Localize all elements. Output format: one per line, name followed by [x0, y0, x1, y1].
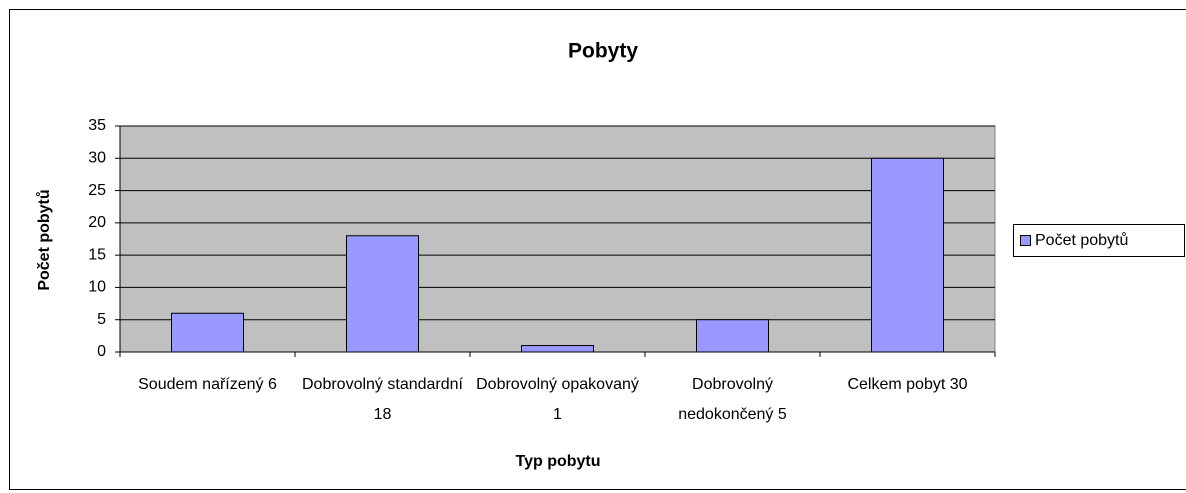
- x-tick-label: Soudem nařízený 6: [138, 376, 277, 393]
- legend-label: Počet pobytů: [1035, 231, 1128, 249]
- y-tick-label: 25: [88, 182, 106, 199]
- bar: [171, 312, 244, 353]
- bar: [346, 235, 419, 353]
- y-tick-label: 20: [88, 214, 106, 231]
- y-axis-title: Počet pobytů: [36, 189, 53, 290]
- x-tick-label: Dobrovolný nedokončený 5: [678, 376, 787, 423]
- y-tick-label: 10: [88, 279, 106, 296]
- chart-title: Pobyty: [568, 40, 638, 63]
- x-tick-label: Celkem pobyt 30: [847, 376, 968, 393]
- x-tick-label: Dobrovolný standardní 18: [302, 376, 463, 423]
- y-tick-label: 30: [88, 150, 106, 167]
- x-axis-title: Typ pobytu: [515, 453, 600, 470]
- bar: [871, 157, 944, 353]
- plot-area: [119, 125, 996, 353]
- y-tick-label: 15: [88, 246, 106, 263]
- x-tick-label: Dobrovolný opakovaný 1: [476, 376, 639, 423]
- bar: [696, 319, 769, 353]
- y-tick-label: 35: [88, 117, 106, 134]
- y-tick-label: 5: [97, 311, 106, 328]
- bar: [521, 345, 594, 353]
- y-tick-label: 0: [97, 343, 106, 360]
- legend: [1013, 224, 1185, 257]
- legend-swatch: [1020, 235, 1031, 246]
